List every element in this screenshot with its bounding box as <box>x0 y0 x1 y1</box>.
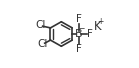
Text: B: B <box>75 29 82 39</box>
Text: F: F <box>87 29 92 39</box>
Text: −: − <box>78 24 84 33</box>
Text: Cl: Cl <box>37 39 48 49</box>
Text: +: + <box>97 17 103 26</box>
Text: F: F <box>76 14 82 24</box>
Text: F: F <box>76 44 82 54</box>
Text: Cl: Cl <box>35 20 46 31</box>
Text: K: K <box>94 20 101 33</box>
